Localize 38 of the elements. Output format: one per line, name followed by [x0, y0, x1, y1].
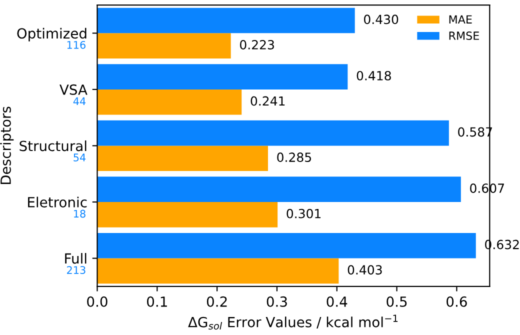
x-tick-label: 0.4 — [326, 296, 348, 307]
legend-label: RMSE — [449, 32, 479, 40]
x-tick-label: 0.0 — [87, 296, 108, 307]
x-axis-title: ΔG$_{sol}$ Error Values / kcal mol$^{−1}$ — [188, 314, 398, 330]
bar — [97, 258, 339, 284]
data-label: 0.403 — [348, 265, 382, 275]
bar — [97, 120, 449, 146]
text: 54 — [74, 154, 86, 162]
bar — [97, 33, 231, 58]
y-tick-label: Structural — [20, 140, 86, 152]
data-label: 0.301 — [286, 208, 321, 218]
bar — [97, 176, 461, 202]
y-tick-label: Full — [65, 253, 86, 264]
bar — [97, 232, 476, 258]
text: 116 — [67, 40, 86, 49]
bar — [97, 64, 348, 90]
data-label: 0.241 — [250, 96, 285, 106]
data-label: 0.430 — [364, 14, 398, 24]
text: 213 — [67, 266, 86, 274]
data-label: 0.418 — [356, 70, 391, 80]
y-tick-label: Optimized — [17, 28, 86, 42]
data-label: 0.285 — [277, 152, 312, 162]
bar — [97, 202, 278, 228]
bar — [97, 89, 242, 115]
y-tick-label: Eletronic — [28, 196, 87, 208]
text: 18 — [74, 210, 86, 218]
bar — [97, 8, 355, 34]
x-tick-label: 0.6 — [446, 296, 467, 307]
x-tick-label: 0.1 — [147, 296, 167, 307]
x-tick-label: 0.5 — [386, 296, 407, 307]
y-axis-title: Descriptors — [0, 106, 14, 184]
data-label: 0.223 — [240, 40, 274, 50]
legend-label: MAE — [449, 15, 472, 24]
bar — [97, 146, 268, 172]
x-tick-label: 0.2 — [206, 296, 227, 307]
x-tick-label: 0.3 — [266, 296, 287, 307]
y-tick-label: VSA — [60, 84, 88, 95]
text: 44 — [73, 97, 86, 105]
